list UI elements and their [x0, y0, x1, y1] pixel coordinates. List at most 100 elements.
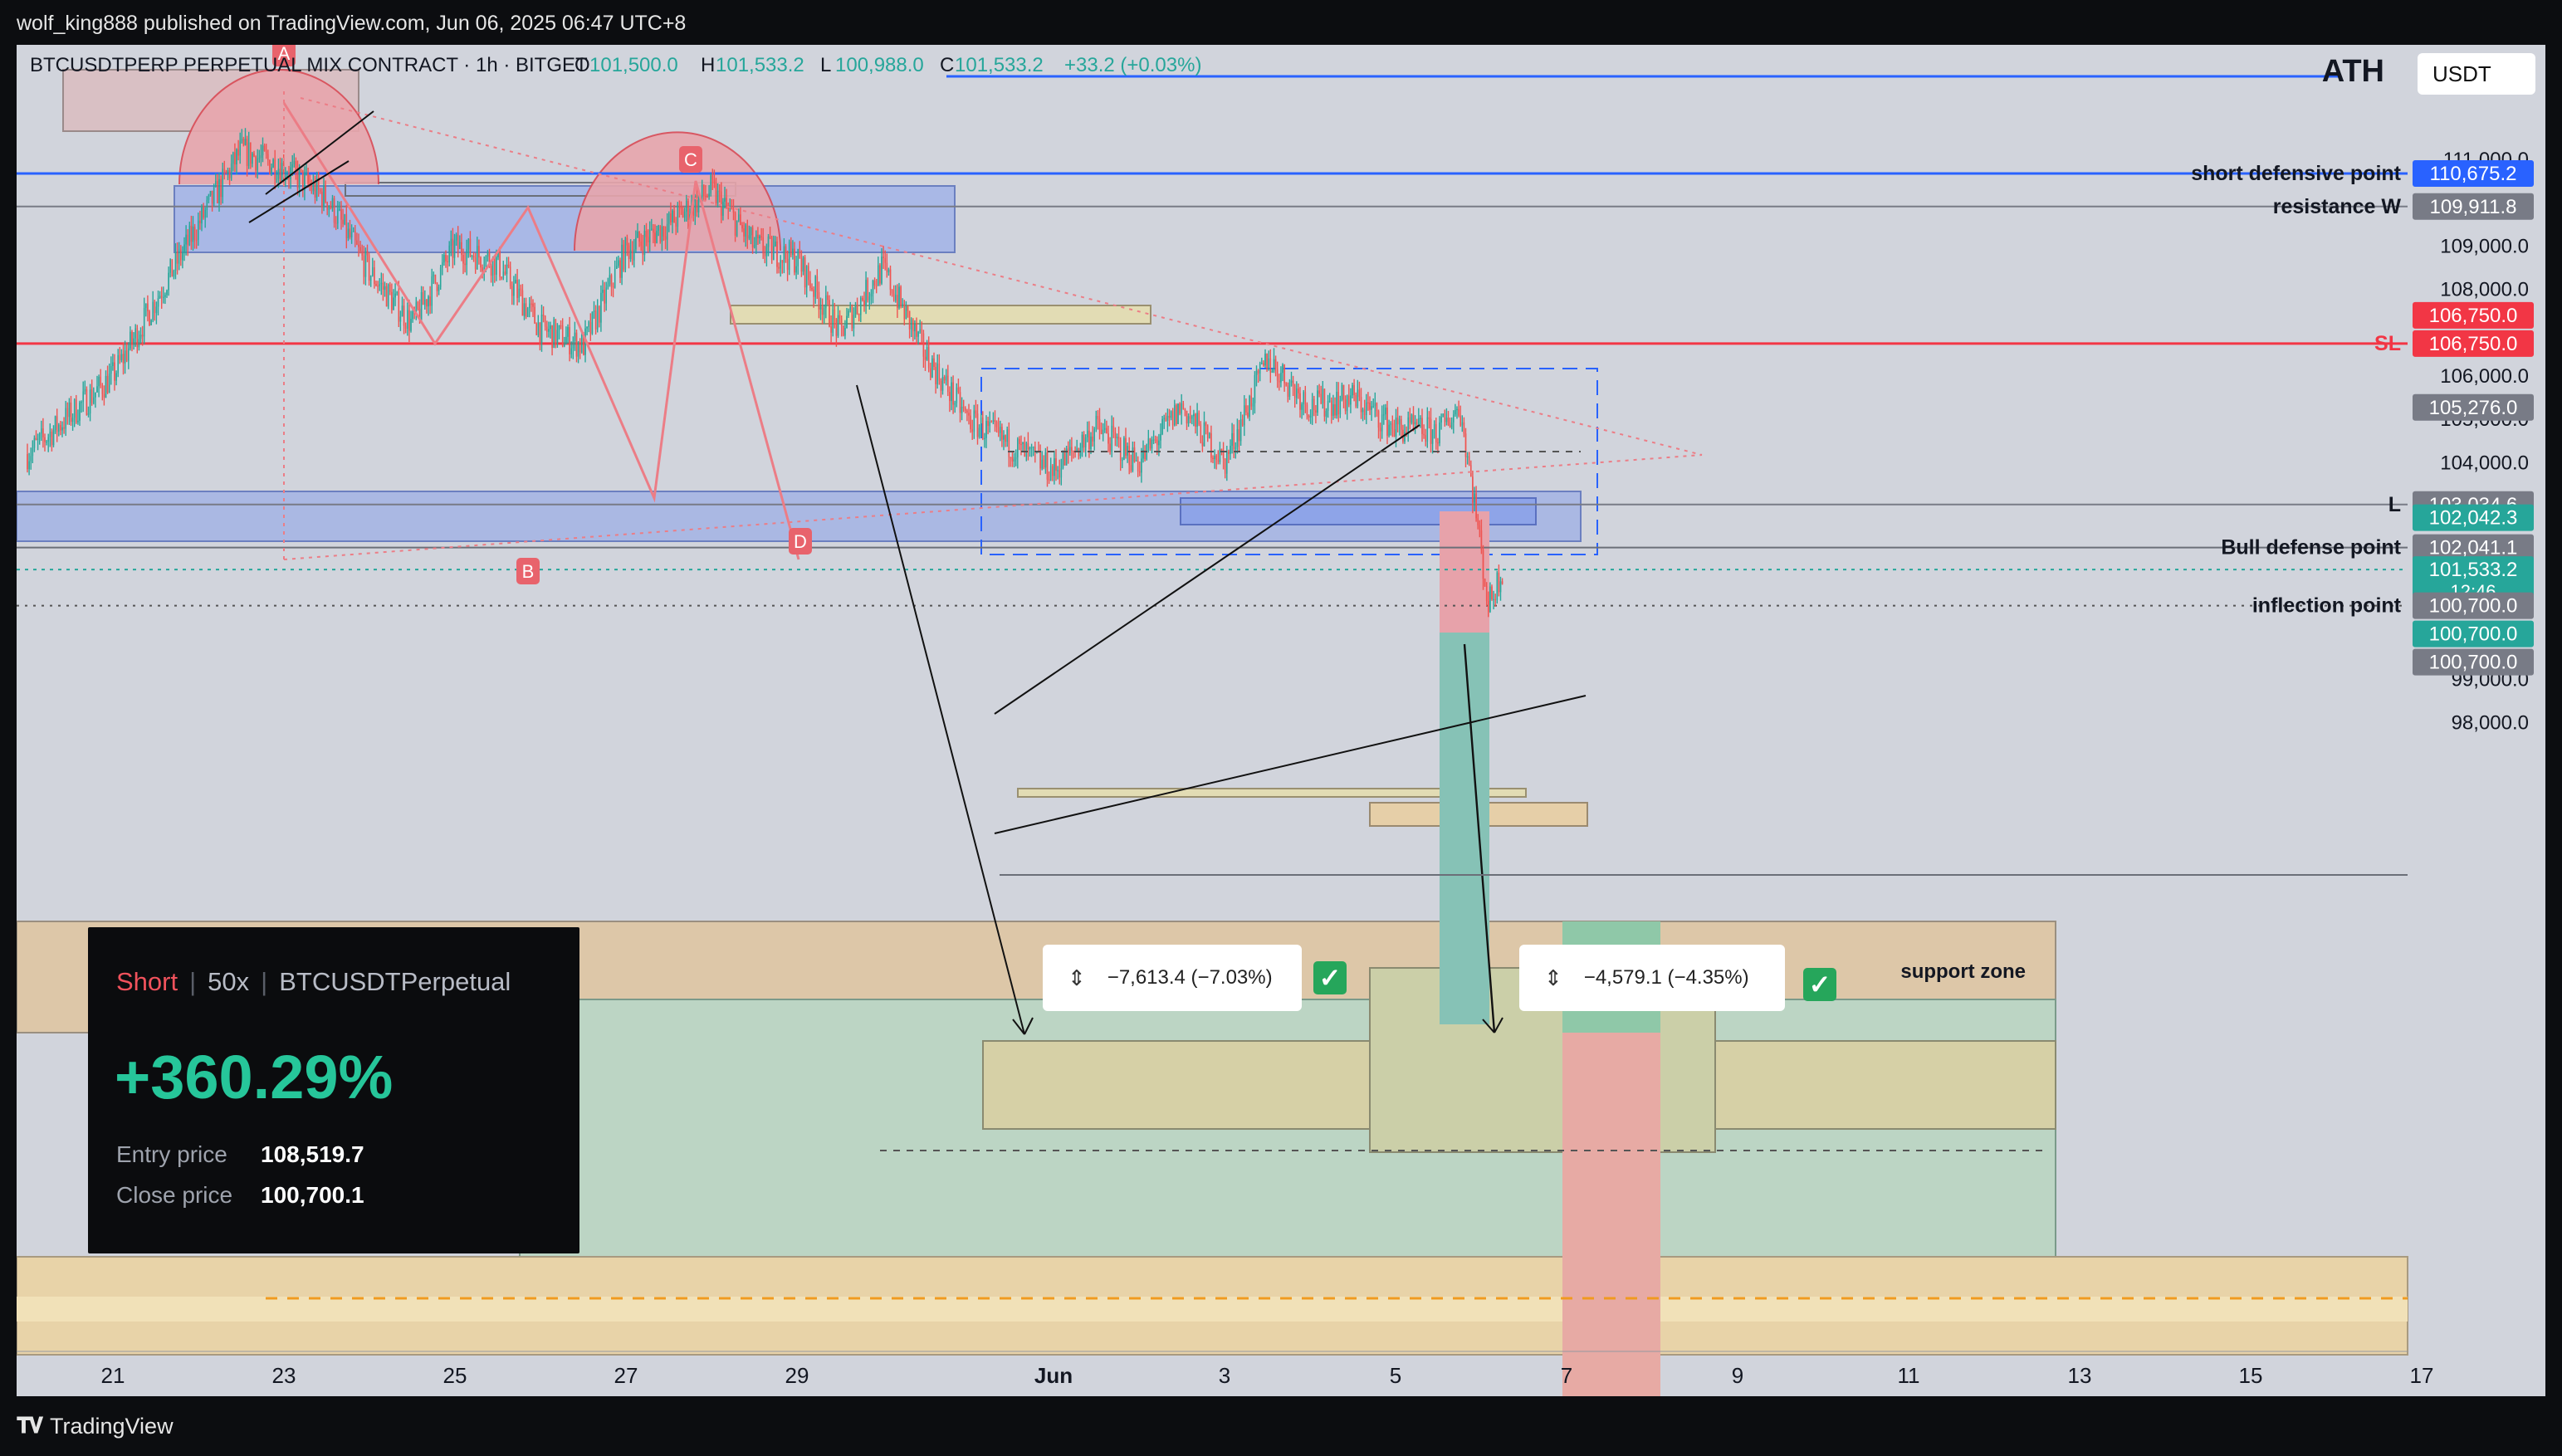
- candle-body: [583, 335, 584, 355]
- candle-body: [844, 328, 846, 336]
- candle-body: [77, 420, 79, 423]
- candle-body: [101, 385, 104, 394]
- candle-body: [139, 335, 142, 340]
- candle-body: [783, 246, 785, 263]
- candle-body: [745, 225, 746, 237]
- candle-body: [133, 338, 134, 344]
- candle-body: [1431, 429, 1434, 444]
- candle-body: [281, 163, 283, 182]
- candle-body: [971, 429, 973, 432]
- point-b: B: [522, 561, 535, 582]
- candle-body: [253, 153, 255, 157]
- trend-line-short-2: [265, 110, 374, 195]
- candle-body: [732, 208, 735, 213]
- candle-body: [215, 181, 217, 186]
- candle-body: [1174, 405, 1176, 426]
- candle-body: [840, 318, 843, 326]
- candle-body: [556, 330, 559, 344]
- candle-body: [263, 145, 266, 151]
- candle-body: [621, 244, 623, 278]
- candle-body: [434, 274, 437, 283]
- legend-ohlc-value: 101,533.2: [955, 54, 1044, 76]
- candle-body: [183, 244, 185, 253]
- candle-body: [785, 246, 787, 259]
- candle-body: [731, 208, 733, 210]
- candle-body: [1217, 459, 1220, 462]
- candle-body: [480, 257, 482, 268]
- candle-body: [887, 269, 890, 273]
- candle-body: [574, 332, 576, 341]
- candle-body: [1206, 425, 1209, 438]
- candle-body: [417, 301, 419, 309]
- price-label-value: 100,700.0: [2429, 595, 2518, 618]
- candle-body: [271, 167, 272, 174]
- candle-body: [185, 234, 187, 245]
- candle-body: [1201, 442, 1204, 447]
- candle-body: [539, 322, 541, 343]
- candle-body: [363, 255, 365, 277]
- candle-body: [380, 282, 383, 285]
- candle-body: [455, 234, 457, 241]
- candle-body: [424, 299, 426, 305]
- candle-body: [814, 276, 816, 297]
- price-label-box: [2413, 534, 2534, 561]
- candle-body: [1114, 432, 1117, 438]
- candle-body: [839, 315, 841, 319]
- candle-body: [1288, 382, 1291, 397]
- candle-body: [163, 296, 164, 299]
- candle-body: [472, 255, 475, 258]
- candle-body: [1323, 388, 1326, 417]
- candle-body: [1274, 359, 1277, 369]
- candle-body: [670, 213, 672, 222]
- candle-body: [1030, 447, 1033, 448]
- candle-body: [1440, 417, 1442, 423]
- candle-body: [926, 347, 928, 360]
- y-tick-label: 104,000.0: [2440, 452, 2529, 474]
- candle-body: [95, 392, 96, 398]
- candle-body: [1203, 422, 1205, 447]
- price-label-value: 105,276.0: [2429, 397, 2518, 419]
- candle-body: [89, 389, 91, 414]
- candle-body: [881, 257, 883, 284]
- candle-body: [645, 231, 648, 237]
- candle-body: [922, 333, 925, 357]
- candle-body: [422, 291, 424, 305]
- currency-button[interactable]: USDT: [2418, 53, 2535, 95]
- candle-body: [878, 265, 879, 286]
- candle-body: [705, 196, 707, 198]
- candle-body: [715, 183, 717, 203]
- candle-body: [1283, 364, 1285, 384]
- candle-body: [326, 202, 328, 210]
- candle-body: [813, 289, 814, 297]
- candle-body: [961, 406, 963, 413]
- candle-body: [1491, 586, 1493, 599]
- candle-body: [321, 191, 323, 207]
- candle-body: [936, 363, 938, 384]
- candle-body: [975, 410, 977, 414]
- legend-ohlc-label: O: [574, 54, 590, 76]
- candle-body: [804, 257, 806, 288]
- candle-body: [726, 198, 727, 208]
- candle-body: [854, 305, 857, 315]
- candle-body: [1230, 445, 1231, 454]
- candle-body: [984, 437, 985, 440]
- candle-body: [834, 309, 836, 320]
- candle-body: [740, 214, 741, 226]
- candle-body: [66, 408, 69, 418]
- candle-body: [631, 250, 633, 261]
- candle-body: [1398, 418, 1401, 425]
- candle-body: [1371, 406, 1372, 410]
- price-label-value: 100,700.0: [2429, 623, 2518, 646]
- candle-body: [694, 195, 697, 216]
- sr-box: [1017, 788, 1527, 798]
- candle-body: [945, 375, 947, 381]
- price-label-value: 102,041.1: [2429, 537, 2518, 559]
- candle-body: [1269, 358, 1272, 373]
- candle-body: [1409, 417, 1411, 423]
- candle-body: [718, 190, 721, 192]
- candle-body: [727, 207, 729, 209]
- candle-body: [501, 276, 502, 279]
- candle-body: [1477, 518, 1479, 525]
